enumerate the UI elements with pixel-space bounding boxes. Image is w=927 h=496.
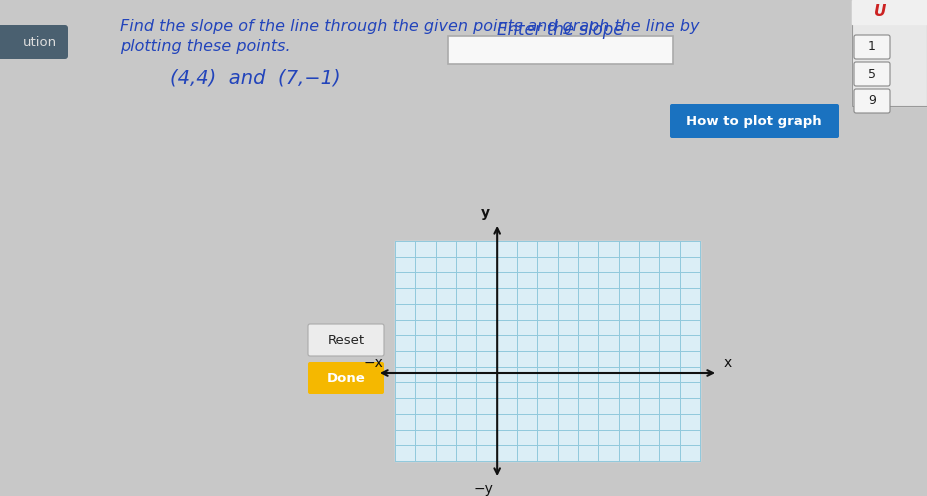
Text: How to plot graph: How to plot graph: [686, 115, 822, 127]
Text: 5: 5: [868, 67, 876, 80]
Text: x: x: [724, 356, 732, 370]
FancyBboxPatch shape: [854, 89, 890, 113]
Text: U: U: [874, 4, 886, 19]
FancyBboxPatch shape: [670, 104, 839, 138]
Bar: [852, 0, 927, 24]
Text: −x: −x: [363, 356, 383, 370]
Text: (4,4)  and  (7,−1): (4,4) and (7,−1): [170, 68, 340, 87]
Text: Enter the slope: Enter the slope: [497, 21, 623, 39]
FancyBboxPatch shape: [854, 62, 890, 86]
Text: ution: ution: [23, 36, 57, 49]
Text: −y: −y: [474, 482, 493, 496]
Text: 9: 9: [868, 95, 876, 108]
FancyBboxPatch shape: [854, 35, 890, 59]
Text: 1: 1: [868, 41, 876, 54]
FancyBboxPatch shape: [0, 25, 68, 59]
Text: Find the slope of the line through the given points and graph the line by: Find the slope of the line through the g…: [120, 18, 700, 34]
Text: y: y: [481, 206, 489, 220]
FancyBboxPatch shape: [448, 36, 673, 64]
Text: plotting these points.: plotting these points.: [120, 40, 291, 55]
Text: Reset: Reset: [327, 333, 364, 347]
FancyBboxPatch shape: [308, 324, 384, 356]
Bar: [852, 0, 927, 106]
Text: Done: Done: [326, 372, 365, 384]
Bar: [852, 0, 927, 106]
Bar: [395, 241, 700, 461]
FancyBboxPatch shape: [308, 362, 384, 394]
